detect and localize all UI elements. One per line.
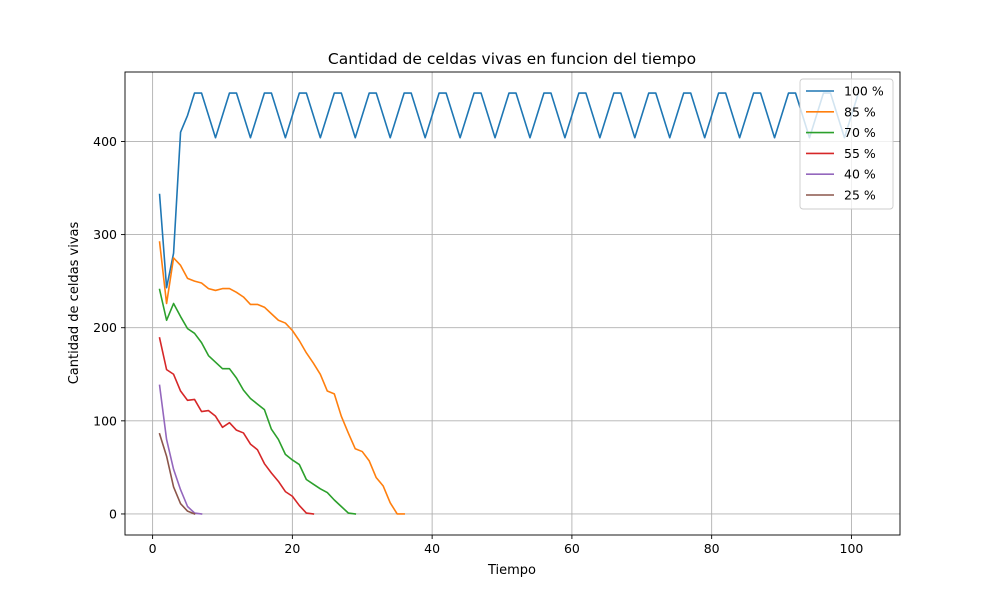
x-axis: 0 20 40 60 80 100	[149, 535, 864, 556]
legend-label: 85 %	[844, 104, 876, 119]
plot-area	[158, 92, 860, 515]
grid	[125, 72, 900, 535]
y-tick-label: 400	[93, 134, 117, 149]
series-line-4	[158, 336, 315, 515]
legend: 100 % 85 % 70 % 55 % 40 % 25 %	[799, 78, 894, 210]
legend-label: 55 %	[844, 146, 876, 161]
x-tick-label: 100	[840, 541, 864, 556]
legend-label: 40 %	[844, 167, 876, 182]
legend-label: 25 %	[844, 188, 876, 203]
y-tick-label: 100	[93, 413, 117, 428]
x-tick-label: 0	[149, 541, 157, 556]
axes-frame	[124, 71, 901, 536]
chart-title: Cantidad de celdas vivas en funcion del …	[328, 50, 696, 68]
series-line-6	[158, 432, 196, 515]
x-tick-label: 20	[284, 541, 300, 556]
series-line-5	[158, 384, 203, 515]
y-axis-label: Cantidad de celdas vivas	[67, 221, 82, 384]
x-tick-label: 40	[424, 541, 440, 556]
legend-label: 70 %	[844, 125, 876, 140]
series-line-2	[158, 241, 405, 515]
y-tick-label: 200	[93, 320, 117, 335]
y-axis: 0 100 200 300 400	[93, 134, 125, 521]
x-tick-label: 60	[564, 541, 580, 556]
series-line-1	[158, 92, 860, 289]
y-tick-label: 300	[93, 227, 117, 242]
y-tick-label: 0	[109, 506, 117, 521]
x-axis-label: Tiempo	[487, 563, 536, 578]
legend-label: 100 %	[844, 84, 884, 99]
x-tick-label: 80	[704, 541, 720, 556]
series-line-3	[158, 288, 357, 515]
